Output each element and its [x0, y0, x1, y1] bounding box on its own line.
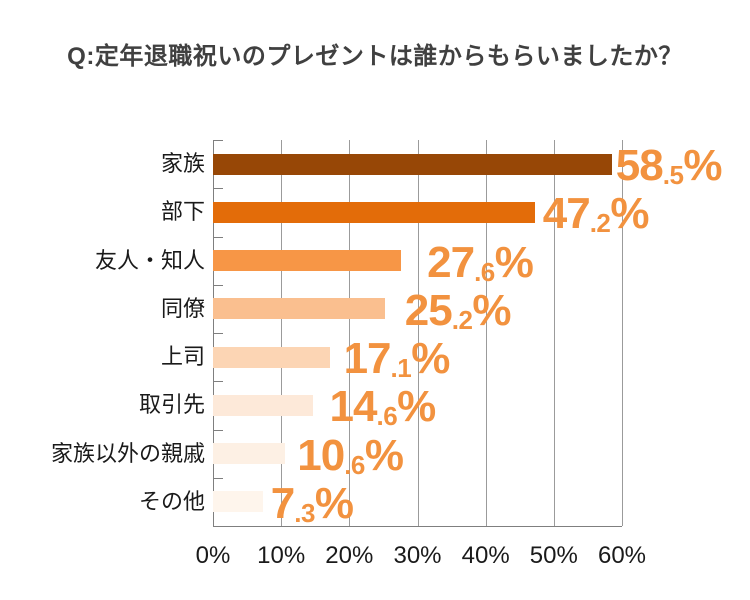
x-axis-label: 30%: [393, 542, 442, 569]
axis-tick: [213, 381, 223, 383]
bar-1: [213, 201, 535, 223]
x-axis-label: 40%: [461, 542, 510, 569]
x-axis-label: 60%: [597, 542, 647, 569]
category-label: 部下: [160, 199, 205, 225]
value-label: 14.6%: [329, 382, 437, 432]
gridline: [485, 140, 487, 526]
value-label: 7.3%: [270, 478, 354, 528]
gridline: [281, 140, 283, 526]
axis-tick: [213, 477, 223, 479]
gridline: [417, 140, 419, 526]
value-label: 10.6%: [297, 430, 404, 480]
gridline: [622, 140, 623, 526]
bar-2: [213, 250, 402, 272]
gridline: [349, 140, 351, 526]
bar-3: [213, 298, 385, 320]
x-axis-label: 10%: [257, 542, 306, 569]
value-label: 47.2%: [542, 189, 650, 239]
value-label: 17.1%: [343, 334, 451, 384]
axis-tick: [213, 333, 223, 334]
bar-7: [213, 491, 263, 513]
x-axis-label: 0%: [195, 542, 231, 569]
category-label: 同僚: [160, 295, 205, 321]
value-label: 27.6%: [427, 237, 534, 287]
category-label: 上司: [160, 344, 205, 370]
value-label: 25.2%: [404, 285, 512, 335]
x-axis-label: 20%: [325, 542, 374, 569]
category-label: 友人・知人: [94, 247, 205, 273]
gridline: [553, 140, 555, 526]
category-label: 家族: [160, 151, 205, 177]
value-label: 58.5%: [615, 141, 723, 191]
x-axis-label: 50%: [529, 542, 578, 569]
category-label: 家族以外の親戚: [50, 440, 205, 466]
category-label: 取引先: [138, 392, 205, 418]
x-axis-line: [213, 526, 622, 527]
axis-tick: [213, 188, 223, 190]
bar-0: [213, 153, 612, 175]
axis-tick: [213, 526, 223, 527]
bar-5: [213, 394, 313, 416]
axis-tick: [213, 429, 223, 431]
axis-tick: [213, 140, 223, 141]
bar-6: [213, 443, 286, 465]
bar-4: [213, 346, 330, 368]
chart-title: Q:定年退職祝いのプレゼントは誰からもらいましたか？: [67, 43, 683, 70]
category-label: その他: [138, 488, 205, 514]
axis-tick: [213, 284, 223, 286]
axis-tick: [213, 236, 223, 238]
